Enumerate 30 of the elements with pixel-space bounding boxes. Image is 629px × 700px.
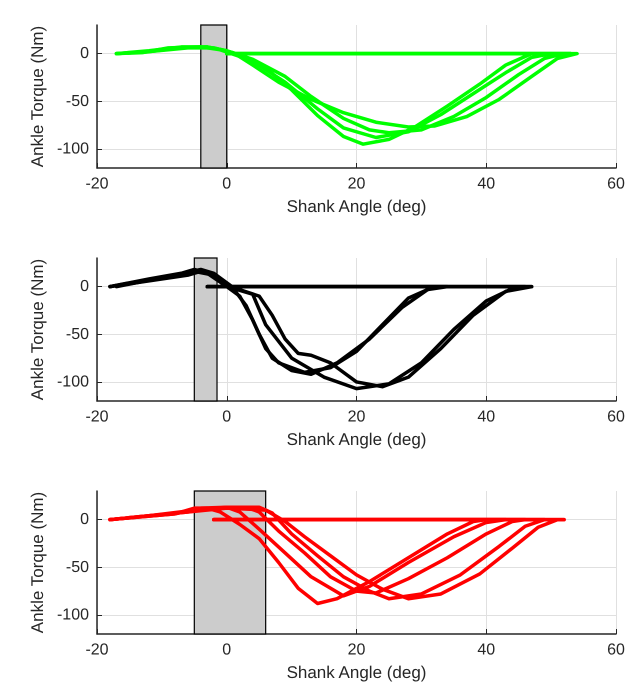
x-tick-label: 0	[222, 176, 232, 192]
y-axis-title: Ankle Torque (Nm)	[28, 258, 48, 400]
x-tick-label: 40	[477, 408, 496, 426]
y-tick-label: -50	[66, 326, 90, 343]
x-tick-label: -20	[85, 408, 109, 426]
x-tick-label: 60	[607, 408, 625, 426]
x-axis-title: Shank Angle (deg)	[286, 663, 426, 682]
x-axis-title: Shank Angle (deg)	[286, 197, 426, 216]
y-tick-label: -100	[56, 606, 90, 624]
x-tick-label: 40	[477, 176, 496, 192]
x-tick-label: 0	[222, 408, 232, 426]
y-tick-label: 0	[80, 278, 90, 296]
y-tick-label: -50	[66, 92, 90, 110]
x-tick-label: 60	[607, 176, 625, 192]
x-tick-label: 60	[607, 642, 625, 658]
x-axis-title: Shank Angle (deg)	[286, 430, 426, 449]
x-tick-label: 0	[222, 642, 232, 658]
x-tick-label: -20	[85, 642, 109, 658]
x-tick-label: -20	[85, 176, 109, 192]
x-tick-label: 20	[348, 408, 366, 426]
y-axis-title: Ankle Torque (Nm)	[28, 492, 48, 634]
x-tick-label: 20	[348, 642, 366, 658]
y-axis-title: Ankle Torque (Nm)	[28, 26, 48, 168]
y-tick-label: -50	[66, 558, 90, 576]
y-tick-label: -100	[56, 373, 90, 390]
y-tick-label: 0	[80, 511, 90, 528]
y-tick-label: 0	[80, 45, 90, 62]
x-tick-label: 20	[348, 176, 366, 192]
x-tick-label: 40	[477, 642, 496, 658]
y-tick-label: -100	[56, 140, 90, 158]
